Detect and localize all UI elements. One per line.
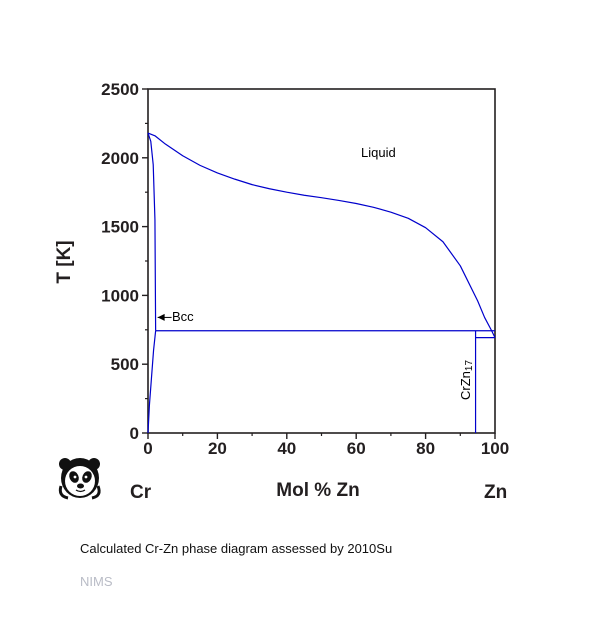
right-element-label: Zn bbox=[484, 482, 507, 503]
x-tick-label: 20 bbox=[208, 439, 227, 458]
left-element-label: Cr bbox=[130, 482, 152, 503]
y-tick-label: 500 bbox=[111, 355, 139, 374]
phase-boundary-0 bbox=[147, 132, 496, 338]
compound-subscript: 17 bbox=[464, 360, 475, 372]
compound-label: CrZn17 bbox=[458, 360, 475, 400]
x-tick-label: 100 bbox=[481, 439, 509, 458]
phase-boundaries bbox=[147, 132, 496, 434]
bcc-region-label: Bcc bbox=[172, 309, 194, 324]
plot-frame bbox=[147, 88, 496, 434]
x-tick-label: 60 bbox=[347, 439, 366, 458]
phase-boundary-2 bbox=[147, 330, 157, 434]
caption: Calculated Cr-Zn phase diagram assessed … bbox=[80, 541, 393, 556]
bcc-annotation: Bcc bbox=[157, 309, 194, 324]
panda-icon bbox=[58, 458, 101, 500]
x-tick-label: 0 bbox=[143, 439, 152, 458]
y-tick-label: 2500 bbox=[101, 80, 139, 99]
liquid-region-label: Liquid bbox=[361, 145, 396, 160]
bcc-arrow-head bbox=[157, 313, 165, 321]
y-tick-label: 2000 bbox=[101, 149, 139, 168]
y-tick-label: 1500 bbox=[101, 218, 139, 237]
y-axis-title: T [K] bbox=[54, 240, 75, 283]
x-tick-label: 40 bbox=[277, 439, 296, 458]
y-tick-label: 1000 bbox=[101, 286, 139, 305]
x-tick-label: 80 bbox=[416, 439, 435, 458]
x-axis-title: Mol % Zn bbox=[276, 480, 359, 501]
tick-labels: 0 500 1000 1500 2000 2500 0 20 40 60 80 100 bbox=[101, 80, 509, 458]
compound-main: CrZn bbox=[458, 371, 473, 400]
phase-boundary-1 bbox=[147, 132, 157, 331]
y-tick-label: 0 bbox=[130, 424, 139, 443]
axes bbox=[142, 88, 496, 439]
credit: NIMS bbox=[80, 574, 113, 589]
